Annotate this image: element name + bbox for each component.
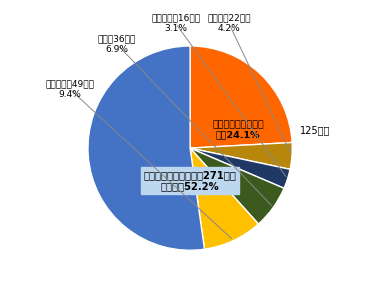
Wedge shape	[190, 148, 258, 249]
Text: 派遣社員　16万人
3.1%: 派遣社員 16万人 3.1%	[151, 14, 201, 33]
Text: その他　22万人
4.2%: その他 22万人 4.2%	[207, 14, 250, 33]
Text: 嘱託　36万人
6.9%: 嘱託 36万人 6.9%	[97, 34, 136, 53]
Wedge shape	[190, 46, 292, 148]
Text: パート・アルバイト　271万人
　　　　52.2%: パート・アルバイト 271万人 52.2%	[144, 170, 236, 192]
Text: 125万人: 125万人	[300, 125, 331, 135]
Wedge shape	[190, 142, 292, 169]
Text: 契約社員　49万人
9.4%: 契約社員 49万人 9.4%	[45, 79, 94, 99]
Wedge shape	[88, 46, 205, 250]
Wedge shape	[190, 148, 284, 224]
Wedge shape	[190, 148, 290, 188]
Text: 正規の職員・従業員
　　24.1%: 正規の職員・従業員 24.1%	[212, 120, 264, 139]
